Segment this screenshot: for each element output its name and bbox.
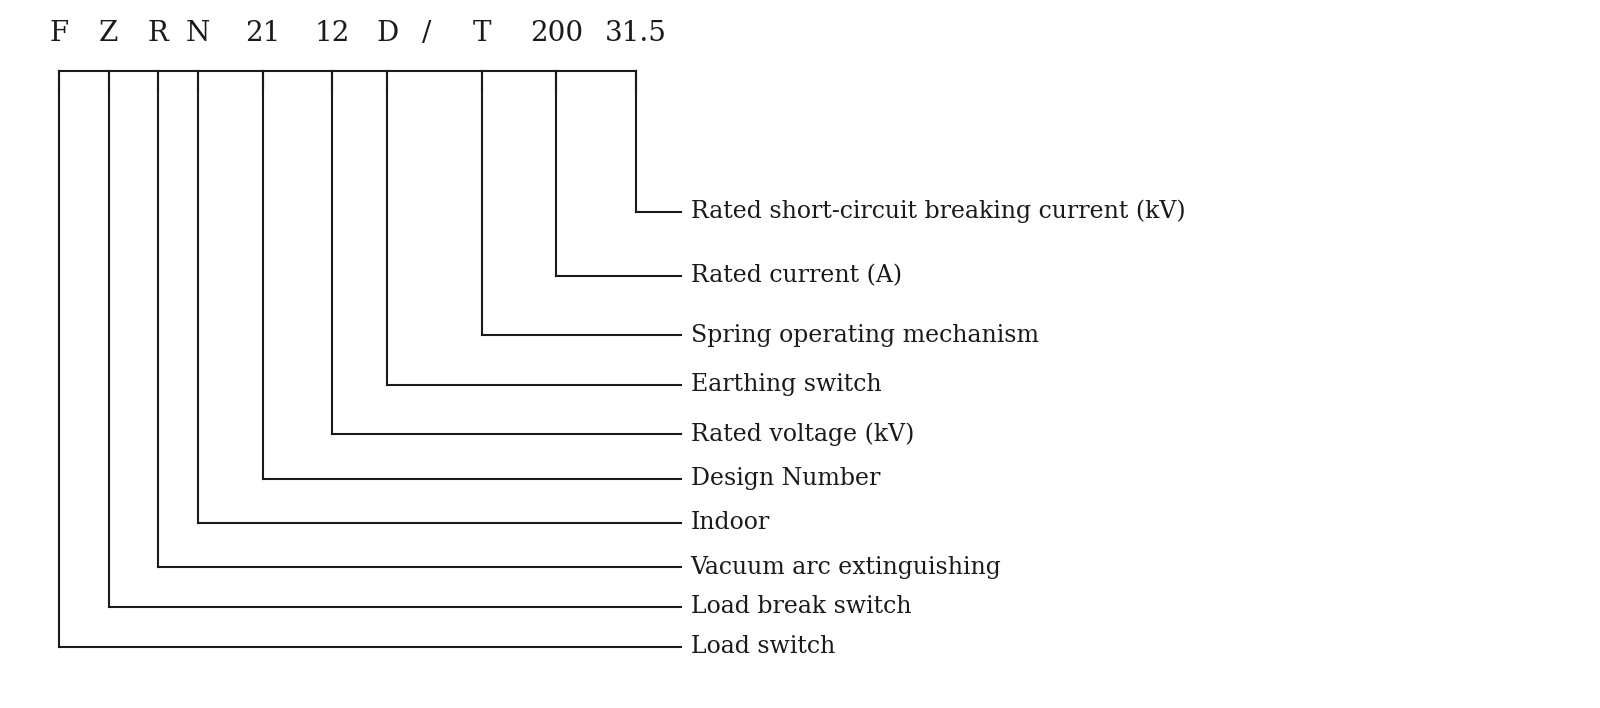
Text: Design Number: Design Number (691, 467, 880, 490)
Text: Earthing switch: Earthing switch (691, 373, 882, 396)
Text: Load switch: Load switch (691, 635, 835, 658)
Text: 21: 21 (245, 20, 280, 47)
Text: 31.5: 31.5 (605, 20, 667, 47)
Text: F: F (50, 20, 69, 47)
Text: Rated current (A): Rated current (A) (691, 264, 902, 287)
Text: D: D (376, 20, 398, 47)
Text: Rated voltage (kV): Rated voltage (kV) (691, 422, 914, 446)
Text: T: T (472, 20, 491, 47)
Text: 200: 200 (530, 20, 582, 47)
Text: Indoor: Indoor (691, 511, 770, 535)
Text: /: / (422, 20, 432, 47)
Text: Z: Z (99, 20, 118, 47)
Text: Rated short-circuit breaking current (kV): Rated short-circuit breaking current (kV… (691, 200, 1186, 224)
Text: 12: 12 (315, 20, 350, 47)
Text: Spring operating mechanism: Spring operating mechanism (691, 324, 1038, 347)
Text: R: R (147, 20, 168, 47)
Text: N: N (186, 20, 210, 47)
Text: Load break switch: Load break switch (691, 595, 910, 619)
Text: Vacuum arc extinguishing: Vacuum arc extinguishing (691, 556, 1002, 579)
